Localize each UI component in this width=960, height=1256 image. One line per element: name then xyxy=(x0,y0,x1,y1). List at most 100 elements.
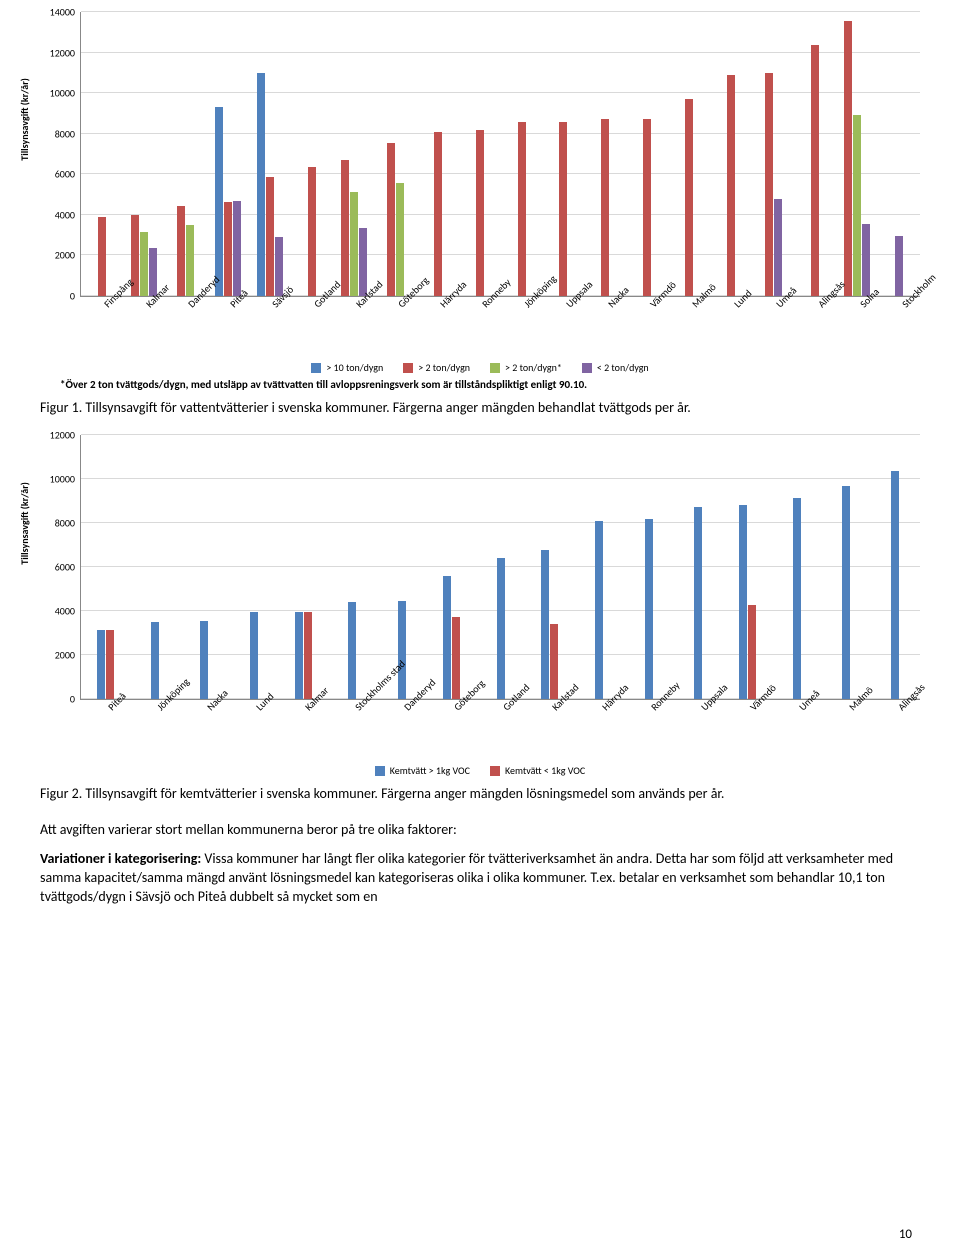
bar xyxy=(266,177,274,296)
x-tick-label: Nacka xyxy=(584,297,626,357)
bar xyxy=(765,73,773,296)
x-tick-label: Gotland xyxy=(475,700,524,760)
bar-group xyxy=(501,12,543,296)
bar-group xyxy=(333,12,375,296)
x-tick-label: Piteå xyxy=(80,700,129,760)
bar xyxy=(295,612,303,699)
x-tick-label: Kalmar xyxy=(278,700,327,760)
bar xyxy=(186,225,194,296)
bar xyxy=(895,236,903,296)
x-tick-label: Jönköping xyxy=(500,297,542,357)
x-tick-label: Nacka xyxy=(179,700,228,760)
y-tick-label: 8000 xyxy=(55,517,81,530)
bar-group xyxy=(130,435,179,699)
x-tick-label: Piteå xyxy=(206,297,248,357)
y-tick-label: 6000 xyxy=(55,168,81,181)
y-tick-label: 2000 xyxy=(55,649,81,662)
x-tick-label: Uppsala xyxy=(542,297,584,357)
chart1-footnote: *Över 2 ton tvättgods/dygn, med utsläpp … xyxy=(60,378,920,391)
bar xyxy=(643,119,651,296)
bar xyxy=(559,122,567,296)
bar-group xyxy=(525,435,574,699)
x-tick-label: Stockholms stad xyxy=(327,700,376,760)
bar xyxy=(348,602,356,699)
legend-swatch xyxy=(375,766,385,776)
bar xyxy=(685,99,693,296)
bar xyxy=(774,199,782,296)
legend-swatch xyxy=(490,766,500,776)
bar xyxy=(595,521,603,699)
bar-group xyxy=(427,435,476,699)
y-tick-label: 6000 xyxy=(55,561,81,574)
bar-group xyxy=(180,435,229,699)
body-text: Att avgiften varierar stort mellan kommu… xyxy=(40,821,920,907)
x-tick-label: Kalmar xyxy=(122,297,164,357)
bar xyxy=(106,630,114,700)
bar xyxy=(387,143,395,296)
bar-group xyxy=(626,12,668,296)
legend-item: > 10 ton/dygn xyxy=(311,361,383,374)
x-tick-label: Lund xyxy=(710,297,752,357)
bar-group xyxy=(584,12,626,296)
legend-label: > 10 ton/dygn xyxy=(326,361,383,374)
y-tick-label: 4000 xyxy=(55,605,81,618)
bar xyxy=(434,132,442,296)
bar xyxy=(359,228,367,296)
bar-group xyxy=(878,12,920,296)
chart-2: Tillsynsavgift (kr/år) 02000400060008000… xyxy=(40,435,920,777)
bar xyxy=(476,130,484,296)
bar-group xyxy=(723,435,772,699)
x-tick-label: Danderyd xyxy=(376,700,425,760)
body-p2-lead: Variationer i kategorisering: xyxy=(40,850,201,867)
bar xyxy=(200,621,208,699)
chart1-legend: > 10 ton/dygn> 2 ton/dygn> 2 ton/dygn*< … xyxy=(40,361,920,374)
bar-group xyxy=(81,12,123,296)
y-tick-label: 10000 xyxy=(50,87,81,100)
bar-group xyxy=(476,435,525,699)
bar-group xyxy=(81,435,130,699)
bar xyxy=(518,122,526,296)
bar xyxy=(98,217,106,296)
legend-label: > 2 ton/dygn* xyxy=(505,361,562,374)
legend-swatch xyxy=(490,363,500,373)
bar-group xyxy=(624,435,673,699)
bar xyxy=(250,612,258,699)
x-tick-label: Ronneby xyxy=(458,297,500,357)
bar xyxy=(308,167,316,296)
x-tick-label: Lund xyxy=(228,700,277,760)
bar xyxy=(739,505,747,699)
x-tick-label: Malmö xyxy=(668,297,710,357)
legend-label: Kemtvätt < 1kg VOC xyxy=(505,764,585,777)
bar xyxy=(497,558,505,699)
bar xyxy=(177,206,185,296)
y-tick-label: 10000 xyxy=(50,473,81,486)
legend-label: Kemtvätt > 1kg VOC xyxy=(390,764,470,777)
legend-item: > 2 ton/dygn* xyxy=(490,361,562,374)
bar xyxy=(304,612,312,699)
bar xyxy=(215,107,223,296)
bar-group xyxy=(673,435,722,699)
bar-group xyxy=(249,12,291,296)
bar-group xyxy=(165,12,207,296)
bar xyxy=(793,498,801,699)
bar xyxy=(233,201,241,296)
legend-swatch xyxy=(403,363,413,373)
x-tick-label: Malmö xyxy=(821,700,870,760)
chart2-legend: Kemtvätt > 1kg VOC Kemtvätt < 1kg VOC xyxy=(40,764,920,777)
bar xyxy=(541,550,549,699)
bar-group xyxy=(710,12,752,296)
x-tick-label: Gotland xyxy=(290,297,332,357)
x-tick-label: Värmdö xyxy=(722,700,771,760)
bar-group xyxy=(575,435,624,699)
bar xyxy=(727,75,735,296)
x-tick-label: Värmdö xyxy=(626,297,668,357)
x-tick-label: Karlstad xyxy=(332,297,374,357)
bar-group xyxy=(278,435,327,699)
chart1-caption: Figur 1. Tillsynsavgift för vattentvätte… xyxy=(40,399,920,417)
x-tick-label: Härryda xyxy=(416,297,458,357)
chart2-caption: Figur 2. Tillsynsavgift för kemtvätterie… xyxy=(40,785,920,803)
legend-item: Kemtvätt < 1kg VOC xyxy=(490,764,585,777)
x-tick-label: Umeå xyxy=(752,297,794,357)
x-tick-label: Stockholm xyxy=(878,297,920,357)
bar-group xyxy=(542,12,584,296)
